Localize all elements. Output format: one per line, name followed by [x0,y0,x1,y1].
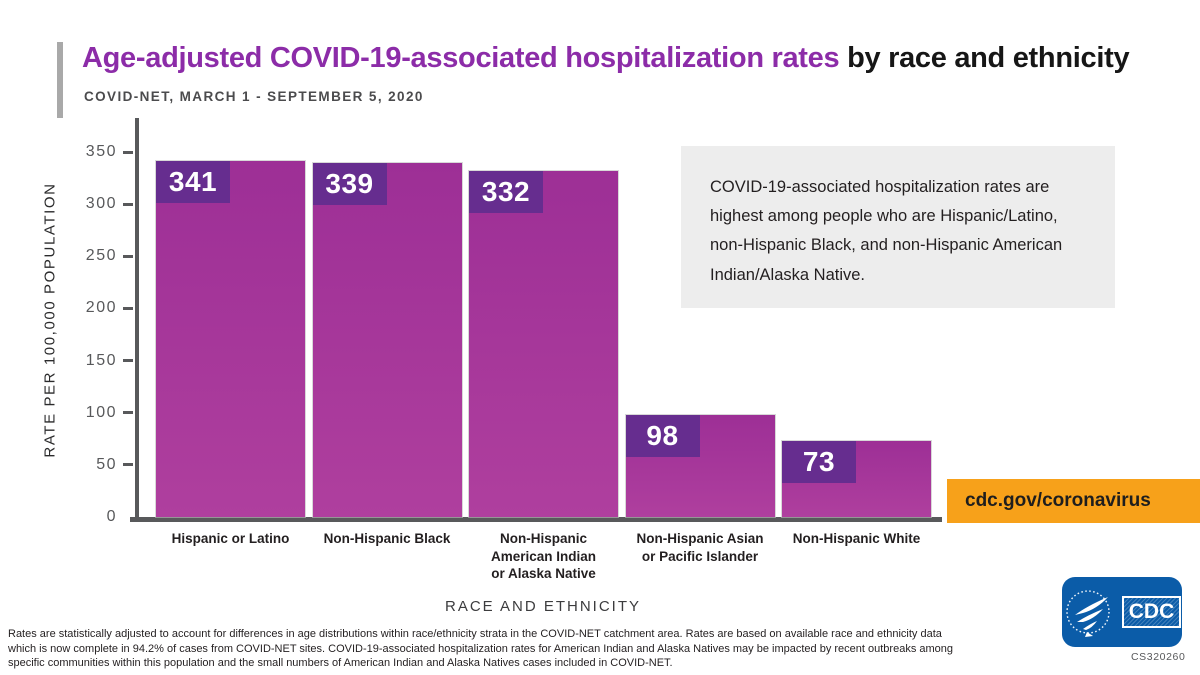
title-accent-bar [57,42,63,118]
cdc-url-label: cdc.gov/coronavirus [965,490,1151,511]
page-title-highlight: Age-adjusted COVID-19-associated hospita… [82,42,840,74]
x-category-label-0: Hispanic or Latino [171,531,290,546]
y-tick-label-200: 200 [85,299,117,317]
page-title-rest: by race and ethnicity [839,42,1130,74]
cdc-url-banner[interactable]: cdc.gov/coronavirus [947,479,1200,523]
cdc-logo: CDC [1062,577,1182,647]
y-tick-label-300: 300 [85,195,117,213]
y-tick-label-150: 150 [85,351,117,369]
x-axis-title: RACE AND ETHNICITY [444,598,642,615]
x-category-label-2: Non-Hispanic American Indian or Alaska N… [490,531,597,582]
y-tick-label-250: 250 [85,247,117,265]
subtitle: COVID-NET, MARCH 1 - SEPTEMBER 5, 2020 [84,89,424,104]
y-tick-200 [123,306,133,310]
footnote: Rates are statistically adjusted to acco… [8,628,954,670]
bar-2: 332 [468,169,619,519]
bar-value-label-3: 98 [625,414,700,457]
y-tick-300 [123,202,133,206]
bar-0: 341 [155,160,306,518]
x-category-label-4: Non-Hispanic White [792,531,921,546]
document-id: CS320260 [1131,651,1186,663]
bar-value-label-4: 73 [782,440,856,483]
y-tick-label-0: 0 [106,508,117,525]
y-tick-label-350: 350 [85,143,117,160]
x-category-label-3: Non-Hispanic Asian or Pacific Islander [636,531,764,564]
callout-box: COVID-19-associated hospitalization rate… [681,146,1115,308]
y-tick-label-100: 100 [85,403,117,421]
bar-4: 73 [781,439,932,519]
bar-value-label-1: 339 [312,163,387,206]
hhs-eagle-icon [1063,582,1117,642]
x-axis-line [130,517,942,522]
cdc-wordmark: CDC [1121,596,1182,628]
y-tick-250 [123,254,133,258]
bar-3: 98 [624,413,776,519]
y-tick-100 [123,411,133,415]
y-tick-label-50: 50 [96,455,117,473]
y-tick-50 [123,463,133,467]
y-tick-150 [123,359,133,363]
y-axis-title: RATE PER 100,000 POPULATION [41,182,59,458]
page-title: Age-adjusted COVID-19-associated hospita… [82,42,1182,75]
bar-value-label-0: 341 [156,161,230,204]
plot-area: 0 50 100 150 200 250 300 350 341 Hispanic or Lati… [86,118,942,581]
y-axis-line [135,118,139,522]
y-tick-350 [123,150,133,154]
bar-value-label-2: 332 [469,170,543,213]
bar-1: 339 [311,162,463,518]
callout-text: COVID-19-associated hospitalization rate… [710,178,1063,284]
x-category-label-1: Non-Hispanic Black [323,531,451,546]
